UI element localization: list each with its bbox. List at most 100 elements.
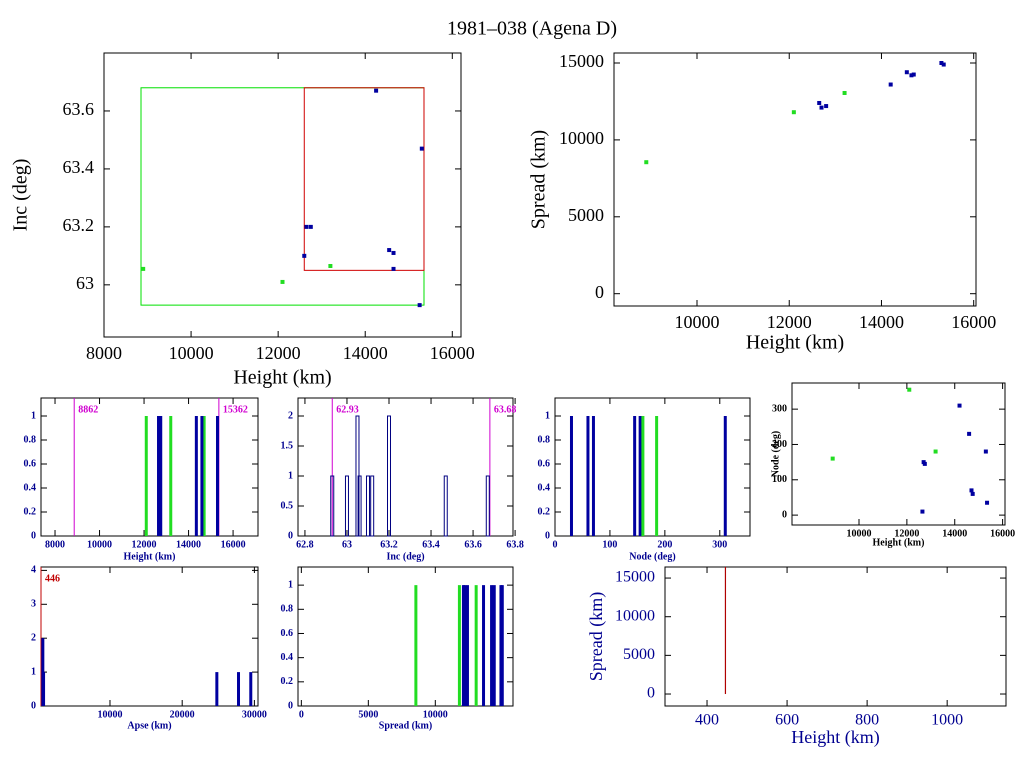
bar xyxy=(641,416,645,536)
y-tick-label: 0.4 xyxy=(281,652,294,663)
bar xyxy=(357,475,362,537)
y-tick-label: 0 xyxy=(647,685,655,702)
bar xyxy=(500,585,504,706)
y-tick-label: 63.6 xyxy=(63,99,95,119)
x-tick-label: 16000 xyxy=(430,343,475,363)
x-tick-label: 400 xyxy=(695,712,719,729)
x-tick-label: 63.4 xyxy=(422,539,440,550)
y-tick-label: 1 xyxy=(288,470,293,481)
point xyxy=(969,488,974,493)
plot-frame xyxy=(103,52,462,338)
plot-frame xyxy=(40,397,259,537)
bar xyxy=(365,475,370,537)
bar xyxy=(387,415,392,537)
y-tick-label: 2 xyxy=(288,410,293,421)
point xyxy=(644,160,649,165)
x-tick-label: 100 xyxy=(602,539,617,550)
bar xyxy=(490,585,494,706)
bar xyxy=(344,475,349,537)
y-tick-label: 5000 xyxy=(623,646,655,663)
x-tick-label: 62.8 xyxy=(296,539,314,550)
x-tick-label: 14000 xyxy=(176,539,201,550)
y-tick-label: 63 xyxy=(76,273,94,293)
bar xyxy=(465,585,469,706)
y-tick-label: 1 xyxy=(31,666,36,677)
y-tick-label: 300 xyxy=(772,403,787,414)
x-tick-label: 63 xyxy=(342,539,352,550)
marker-label: 63.68 xyxy=(494,404,517,415)
bar xyxy=(42,672,46,706)
x-tick-label: 10000 xyxy=(675,312,720,332)
point xyxy=(391,266,396,271)
marker-label: 15362 xyxy=(223,404,248,415)
y-tick-label: 0.8 xyxy=(538,434,551,445)
point xyxy=(817,100,822,105)
bar xyxy=(633,416,637,536)
y-tick-label: 1 xyxy=(31,410,36,421)
x-axis-label: Apse (km) xyxy=(127,720,171,731)
y-tick-label: 0.2 xyxy=(281,676,294,687)
y-tick-label: 2 xyxy=(31,632,36,643)
bar xyxy=(463,585,467,706)
point xyxy=(939,60,944,65)
y-axis-label: Node (deg) xyxy=(770,431,781,477)
bar xyxy=(194,416,198,536)
x-tick-label: 600 xyxy=(775,712,799,729)
bar xyxy=(215,672,219,706)
bar xyxy=(370,475,375,537)
plot-frame xyxy=(297,566,514,707)
y-tick-label: 15000 xyxy=(559,51,604,71)
plot-frame xyxy=(297,397,514,537)
bar xyxy=(586,416,590,536)
x-tick-label: 14000 xyxy=(942,528,967,539)
x-tick-label: 63.8 xyxy=(506,539,524,550)
x-tick-label: 8000 xyxy=(86,343,122,363)
bar xyxy=(591,416,595,536)
y-tick-label: 0.8 xyxy=(24,434,37,445)
x-axis-label: Height (km) xyxy=(124,551,176,562)
bar xyxy=(202,416,206,536)
x-axis-label: Height (km) xyxy=(791,727,879,748)
bar xyxy=(157,416,161,536)
x-tick-label: 63.6 xyxy=(464,539,482,550)
point xyxy=(141,266,146,271)
y-tick-label: 0 xyxy=(782,509,787,520)
point xyxy=(967,431,972,436)
y-tick-label: 15000 xyxy=(615,569,655,586)
x-tick-label: 16000 xyxy=(221,539,246,550)
plot-frame xyxy=(664,566,1007,707)
y-tick-label: 5000 xyxy=(568,205,604,225)
bar xyxy=(215,416,219,536)
point xyxy=(985,500,990,505)
point xyxy=(308,224,313,229)
point xyxy=(842,90,847,95)
marker-label: 446 xyxy=(45,573,60,584)
point xyxy=(957,403,962,408)
point xyxy=(904,70,909,75)
x-tick-label: 0 xyxy=(299,709,304,720)
y-tick-label: 200 xyxy=(772,439,787,450)
y-tick-label: 1 xyxy=(288,579,293,590)
x-axis-label: Height (km) xyxy=(746,332,844,354)
x-tick-label: 10000 xyxy=(169,343,214,363)
bar xyxy=(414,585,418,706)
plot-frame xyxy=(791,382,1006,526)
x-tick-label: 12000 xyxy=(256,343,301,363)
point xyxy=(417,303,422,308)
marker-label: 8862 xyxy=(78,404,98,415)
point xyxy=(328,264,333,268)
y-tick-label: 1 xyxy=(545,410,550,421)
y-axis-label: Spread (km) xyxy=(586,592,607,681)
x-tick-label: 30000 xyxy=(242,709,267,720)
y-tick-label: 0.6 xyxy=(24,458,37,469)
y-tick-label: 63.2 xyxy=(63,215,95,235)
bar xyxy=(237,672,241,706)
bar xyxy=(655,416,659,536)
y-tick-label: 0.6 xyxy=(281,628,294,639)
x-tick-label: 10000 xyxy=(97,709,122,720)
y-tick-label: 0 xyxy=(545,530,550,541)
point xyxy=(824,104,829,109)
y-tick-label: 0 xyxy=(31,700,36,711)
x-axis-label: Height (km) xyxy=(233,367,331,389)
bar xyxy=(474,585,478,706)
